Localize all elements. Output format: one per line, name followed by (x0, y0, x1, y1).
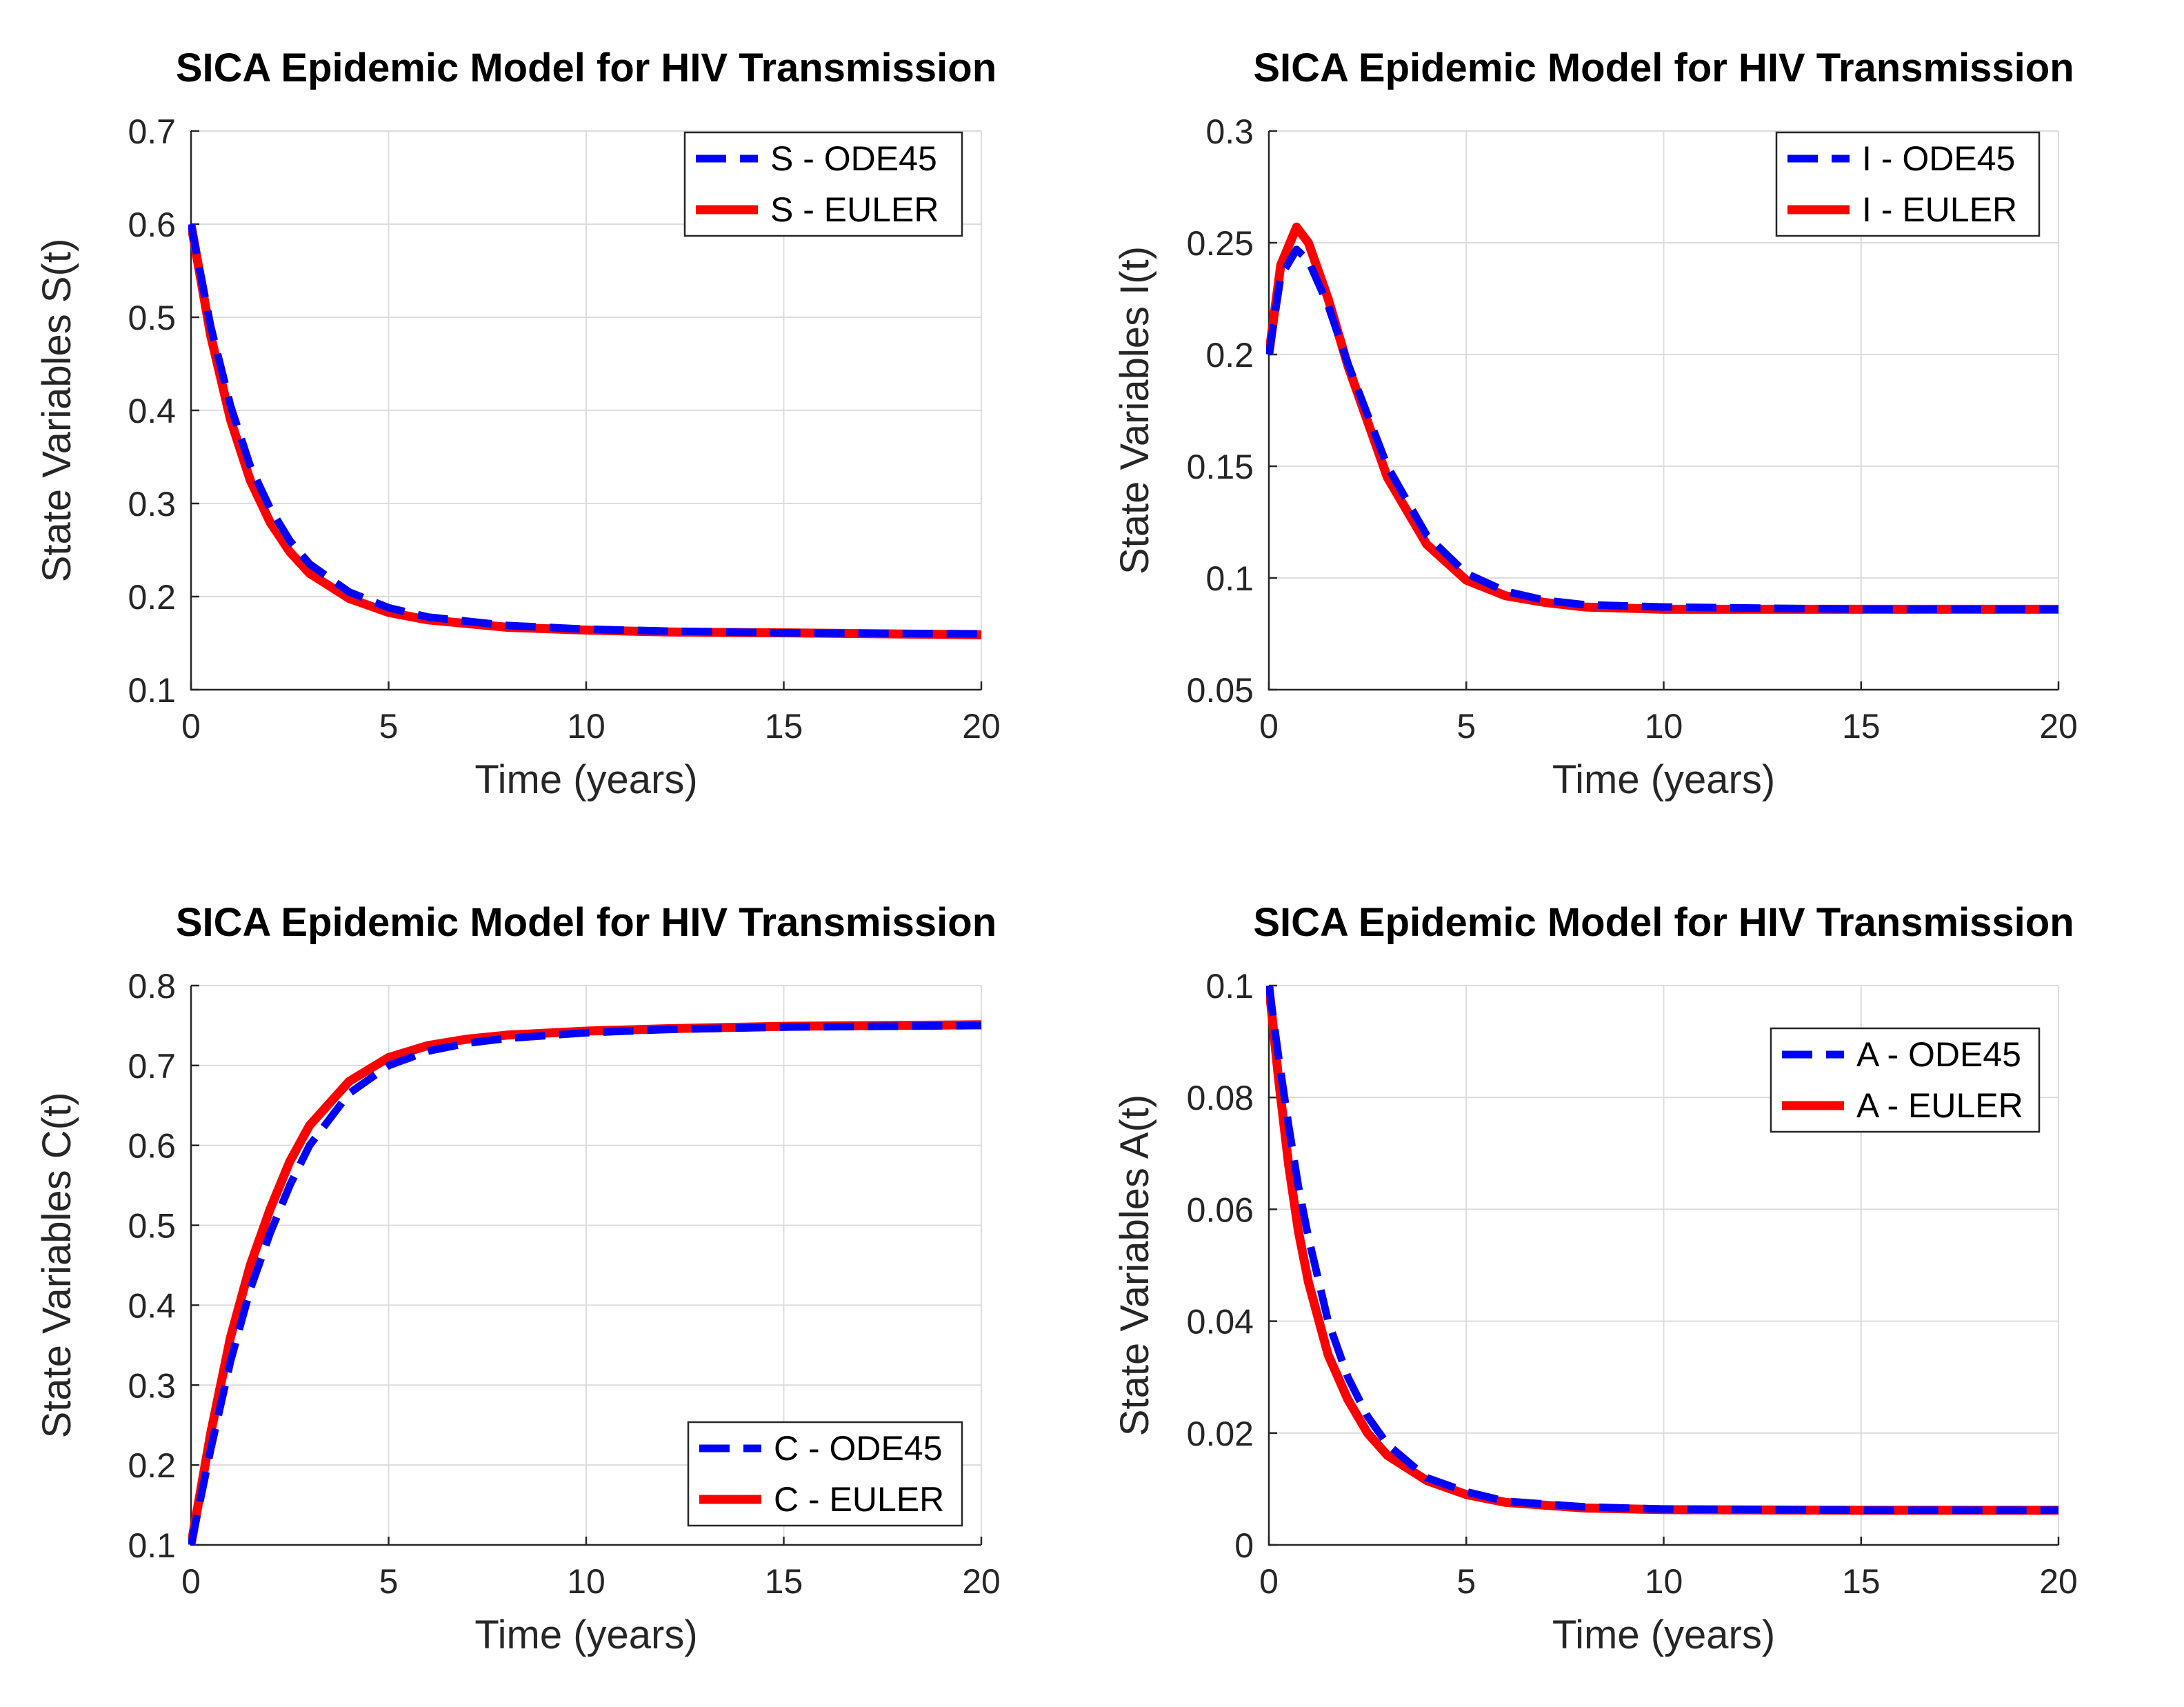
legend-label: S - ODE45 (770, 139, 937, 178)
x-tick-label: 20 (2039, 1562, 2078, 1601)
x-axis-label: Time (years) (474, 757, 697, 802)
x-tick-label: 10 (567, 707, 605, 746)
y-tick-label: 0.05 (1187, 671, 1254, 710)
legend-label: I - EULER (1862, 190, 2017, 229)
series-line-i-ode45 (1266, 246, 2058, 613)
x-tick-label: 0 (181, 707, 201, 746)
y-tick-label: 0.1 (1205, 559, 1254, 598)
legend: C - ODE45 C - EULER (687, 1421, 963, 1527)
y-tick-label: 0.4 (128, 1286, 176, 1325)
chart-i-svg: 0 5 10 15 20 0.05 0.1 0.15 0.2 0.25 0.3 SICA Epidem… (1112, 46, 2078, 802)
x-tick-label: 15 (1842, 707, 1881, 746)
y-tick-label: 0.8 (128, 967, 176, 1006)
y-tick-label: 0.5 (128, 1207, 176, 1246)
y-tick-label: 0.7 (128, 112, 176, 151)
y-tick-label: 0.7 (128, 1047, 176, 1086)
y-axis-label: State Variables C(t) (34, 1092, 79, 1439)
y-tick-label: 0.04 (1187, 1303, 1254, 1341)
x-tick-label: 10 (1645, 707, 1683, 746)
y-tick-label: 0.2 (128, 578, 176, 617)
chart-title: SICA Epidemic Model for HIV Transmission (1253, 46, 2074, 90)
y-tick-label: 0.3 (1205, 112, 1254, 151)
y-tick-label: 0.08 (1187, 1079, 1254, 1117)
y-tick-label: 0.06 (1187, 1190, 1254, 1229)
x-axis-label: Time (years) (474, 1613, 697, 1657)
subplot-a: 0 5 10 15 20 0 0.02 0.04 0.06 0.08 0.1 SICA Epidemi… (1092, 853, 2184, 1707)
y-tick-label: 0.15 (1187, 448, 1254, 486)
x-tick-label: 20 (2039, 707, 2078, 746)
x-axis-label: Time (years) (1552, 1613, 1775, 1657)
legend-box (1770, 1027, 2041, 1133)
x-tick-label: 15 (765, 707, 803, 746)
x-tick-label: 0 (181, 1562, 201, 1601)
series-line-a-ode45 (1266, 985, 2058, 1515)
legend-box (687, 1421, 963, 1527)
y-tick-label: 0.4 (128, 392, 176, 430)
subplot-i: 0 5 10 15 20 0.05 0.1 0.15 0.2 0.25 0.3 SICA Epidem… (1092, 0, 2184, 853)
y-tick-label: 0.5 (128, 299, 176, 337)
y-tick-label: 0.6 (128, 206, 176, 244)
chart-title: SICA Epidemic Model for HIV Transmission (176, 900, 996, 945)
y-tick-label: 0.1 (128, 671, 176, 710)
chart-a-svg: 0 5 10 15 20 0 0.02 0.04 0.06 0.08 0.1 SICA Epidemi… (1112, 900, 2078, 1657)
legend-label: S - EULER (770, 190, 939, 229)
series-line-s-ode45 (188, 223, 982, 638)
y-axis-label: State Variables A(t) (1112, 1095, 1157, 1436)
x-tick-label: 15 (1842, 1562, 1881, 1601)
x-tick-label: 5 (379, 707, 399, 746)
y-tick-label: 0.2 (128, 1446, 176, 1485)
legend: A - ODE45 A - EULER (1770, 1027, 2041, 1133)
x-tick-label: 5 (1456, 1562, 1476, 1601)
y-tick-label: 0.3 (128, 485, 176, 523)
x-axis-label: Time (years) (1552, 757, 1775, 802)
x-tick-label: 20 (962, 707, 1001, 746)
subplot-s: 0 5 10 15 20 0.1 0.2 0.3 0.4 0.5 0.6 0.7 SICA Epidem… (0, 0, 1092, 853)
x-tick-label: 0 (1259, 1562, 1279, 1601)
x-tick-label: 0 (1259, 707, 1279, 746)
series-line-c-ode45 (188, 1021, 982, 1546)
x-tick-label: 5 (379, 1562, 399, 1601)
series-line-i-euler (1266, 222, 2058, 614)
legend-label: A - ODE45 (1856, 1035, 2021, 1074)
x-tick-label: 10 (567, 1562, 605, 1601)
y-tick-label: 0 (1234, 1526, 1254, 1565)
y-tick-label: 0.02 (1187, 1415, 1254, 1453)
x-tick-label: 5 (1456, 707, 1476, 746)
x-tick-label: 15 (765, 1562, 803, 1601)
legend: I - ODE45 I - EULER (1775, 131, 2041, 237)
y-tick-label: 0.2 (1205, 336, 1254, 375)
legend-label: A - EULER (1856, 1086, 2023, 1125)
y-tick-label: 0.25 (1187, 224, 1254, 263)
y-tick-label: 0.1 (1205, 967, 1254, 1006)
legend-label: I - ODE45 (1862, 139, 2015, 178)
y-axis-label: State Variables S(t) (34, 239, 79, 583)
legend-box (1775, 131, 2041, 237)
x-tick-label: 20 (962, 1562, 1001, 1601)
chart-title: SICA Epidemic Model for HIV Transmission (176, 46, 996, 90)
y-axis-label: State Variables I(t) (1112, 246, 1157, 575)
legend: S - ODE45 S - EULER (683, 131, 963, 237)
legend-label: C - EULER (774, 1480, 944, 1519)
subplot-c: 0 5 10 15 20 0.1 0.2 0.3 0.4 0.5 0.6 0.7 0.8 SICA Epi… (0, 853, 1092, 1707)
y-tick-label: 0.3 (128, 1366, 176, 1405)
legend-box (683, 131, 963, 237)
chart-title: SICA Epidemic Model for HIV Transmission (1253, 900, 2074, 945)
legend-label: C - ODE45 (774, 1429, 943, 1468)
y-tick-label: 0.6 (128, 1127, 176, 1166)
y-tick-label: 0.1 (128, 1526, 176, 1565)
x-tick-label: 10 (1645, 1562, 1683, 1601)
